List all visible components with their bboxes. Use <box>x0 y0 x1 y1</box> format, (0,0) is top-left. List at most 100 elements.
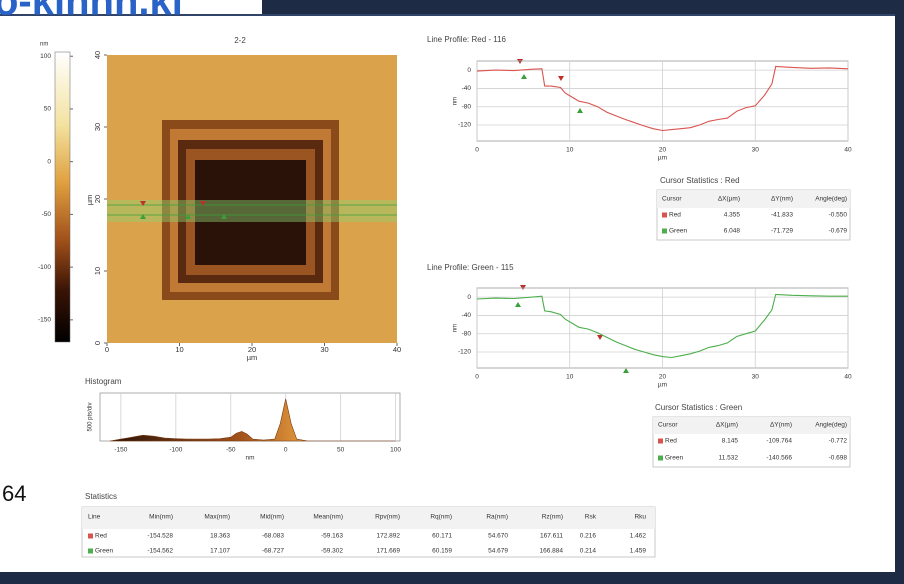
line-swatch <box>662 228 667 234</box>
table-cell: 8.145 <box>722 438 739 445</box>
table-cell: 4.355 <box>724 212 741 219</box>
column-header: Mean(nm) <box>313 514 343 521</box>
x-tick-label: 40 <box>844 374 852 381</box>
line-swatch <box>88 548 93 554</box>
table-cell: 17.107 <box>210 548 230 555</box>
x-tick-label: -150 <box>114 447 127 454</box>
line-swatch <box>88 533 93 539</box>
x-axis-label: nm <box>245 455 254 462</box>
column-header: Rq(nm) <box>430 514 452 521</box>
table-cell: 171.669 <box>377 548 401 555</box>
x-tick-label: 0 <box>475 147 479 154</box>
table-cell: 54.670 <box>488 533 508 540</box>
table-header-bg <box>82 507 655 529</box>
table-cell: 18.363 <box>210 533 230 540</box>
colorbar-tick-label: 50 <box>44 106 52 113</box>
x-axis-label: µm <box>658 382 667 389</box>
profile-line <box>476 65 849 132</box>
table-cell: Red <box>665 438 677 445</box>
y-tick-label: 0 <box>467 67 471 74</box>
histogram-area <box>109 398 396 442</box>
chart-title: Line Profile: Red - 116 <box>427 35 507 44</box>
y-axis-label: nm <box>453 324 459 332</box>
table-cell: -0.698 <box>829 455 848 462</box>
colorbar-tick-label: 0 <box>47 158 51 165</box>
column-header: Rpv(nm) <box>375 514 400 521</box>
x-tick-label: 50 <box>337 447 345 454</box>
colorbar-tick-label: 100 <box>40 53 51 60</box>
y-tick-label: -120 <box>458 349 471 356</box>
colorbar <box>54 51 71 343</box>
x-tick-label: 10 <box>175 345 183 354</box>
x-tick-label: 0 <box>475 374 479 381</box>
afm-image <box>107 55 397 343</box>
column-header: Angle(deg) <box>815 196 847 203</box>
x-tick-label: 40 <box>393 345 401 354</box>
top-band <box>262 0 904 14</box>
table-cell: 167.611 <box>540 533 563 540</box>
table-title: Statistics <box>85 492 117 501</box>
y-tick-label: 30 <box>93 123 102 131</box>
table-cell: Red <box>95 533 107 540</box>
top-rule <box>0 14 895 16</box>
column-header: Max(nm) <box>204 514 230 521</box>
y-tick-label: -40 <box>462 85 472 92</box>
y-axis-label: nm <box>453 97 459 105</box>
x-tick-label: 0 <box>284 447 288 454</box>
table-cell: 0.216 <box>580 533 597 540</box>
y-tick-label: 40 <box>93 51 102 59</box>
table-cell: -41.833 <box>771 212 793 219</box>
x-tick-label: 10 <box>566 147 574 154</box>
table-title: Cursor Statistics : Red <box>660 176 740 185</box>
table-cell: -0.679 <box>829 228 848 235</box>
column-header: Line <box>88 514 101 521</box>
table-cell: Green <box>95 548 113 555</box>
tables: Cursor Statistics : Red Cursor ΔX(µm) ΔY(nm… <box>81 176 851 558</box>
table-cell: -68.083 <box>262 533 284 540</box>
x-tick-label: 20 <box>659 147 667 154</box>
y-tick-label: -40 <box>462 312 472 319</box>
x-tick-label: -100 <box>169 447 182 454</box>
colorbar-tick-label: -50 <box>42 211 52 218</box>
y-tick-label: -120 <box>458 122 471 129</box>
y-tick-label: 0 <box>467 294 471 301</box>
x-tick-label: 40 <box>844 147 852 154</box>
line-swatch <box>658 455 663 461</box>
watermark: o-kinnn.ki <box>0 0 183 24</box>
y-tick-label: 20 <box>93 195 102 203</box>
x-tick-label: -50 <box>226 447 236 454</box>
table-cell: Red <box>669 212 681 219</box>
table-cell: -68.727 <box>262 548 284 555</box>
x-tick-label: 0 <box>105 345 109 354</box>
line-swatch <box>662 212 667 218</box>
line-swatch <box>658 438 663 444</box>
y-tick-label: 10 <box>93 267 102 275</box>
table-cell: 54.679 <box>488 548 508 555</box>
table-cell: -154.562 <box>147 548 173 555</box>
column-header: Rsk <box>585 514 597 521</box>
x-tick-label: 10 <box>566 374 574 381</box>
table-cell: -71.729 <box>771 228 793 235</box>
table-cell: 166.884 <box>540 548 564 555</box>
image-x-label: µm <box>247 353 258 362</box>
column-header: Cursor <box>662 196 682 203</box>
x-tick-label: 20 <box>659 374 667 381</box>
x-tick-label: 100 <box>390 447 401 454</box>
table-cell: 1.459 <box>630 548 647 555</box>
x-axis-label: µm <box>658 155 667 162</box>
x-tick-label: 20 <box>248 345 256 354</box>
image-title: 2-2 <box>234 36 246 45</box>
table-cell: Green <box>665 455 683 462</box>
y-axis-label: 500 pts/div <box>88 402 94 431</box>
table-cell: -109.764 <box>766 438 792 445</box>
table-cell: -0.772 <box>829 438 848 445</box>
table-title: Cursor Statistics : Green <box>655 403 742 412</box>
table-cell: -59.302 <box>321 548 343 555</box>
table-cell: -59.163 <box>321 533 343 540</box>
column-header: ΔY(nm) <box>771 196 793 203</box>
charts: 0 10 20 30 40010203040100500-50-100-150Line … <box>38 35 852 462</box>
slide-number: 64 <box>2 481 26 506</box>
y-tick-label: 0 <box>93 341 102 345</box>
table-cell: Green <box>669 228 687 235</box>
